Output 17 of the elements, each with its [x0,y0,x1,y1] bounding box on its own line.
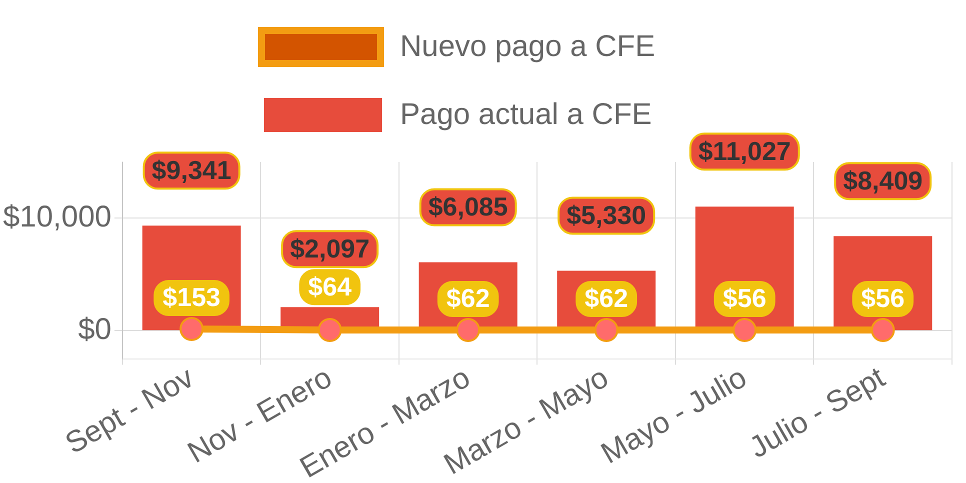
legend-label: Pago actual a CFE [400,98,652,132]
data-label: $64 [308,271,352,302]
data-label: $5,330 [566,200,646,230]
data-label: $2,097 [290,233,370,264]
data-label: $62 [584,283,628,314]
data-label: $11,027 [698,136,791,166]
data-label: $8,409 [843,165,923,196]
data-label: $6,085 [428,191,508,222]
legend-label: Nuevo pago a CFE [400,30,656,64]
data-label: $62 [446,283,490,314]
data-label: $56 [861,283,905,314]
data-label: $153 [162,282,220,312]
x-tick-label: Julio - Sept [744,360,892,465]
y-tick-label: $0 [78,312,112,346]
data-label: $56 [722,283,766,314]
y-tick-label: $10,000 [2,200,112,234]
data-label: $9,341 [152,154,232,185]
